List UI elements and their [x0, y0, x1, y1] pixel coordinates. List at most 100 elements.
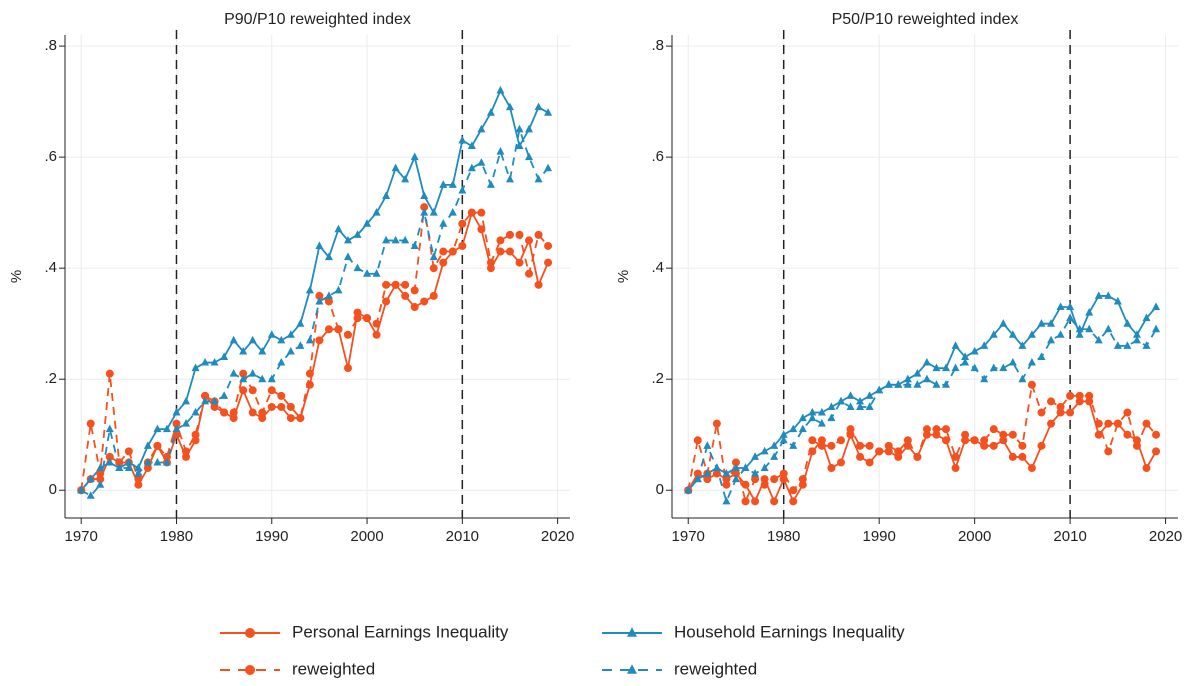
- triangle-marker: [458, 185, 467, 194]
- triangle-marker: [827, 402, 836, 410]
- circle-marker: [731, 458, 740, 467]
- triangle-marker: [448, 208, 457, 216]
- triangle-marker: [239, 374, 248, 383]
- triangle-marker: [86, 474, 95, 483]
- triangle-marker: [277, 357, 286, 366]
- circle-marker: [86, 419, 95, 428]
- triangle-marker: [1037, 352, 1046, 360]
- triangle-marker: [703, 468, 712, 477]
- triangle-marker: [258, 346, 267, 355]
- chart-title: P90/P10 reweighted index: [224, 11, 411, 28]
- circle-marker: [239, 386, 248, 395]
- triangle-marker: [324, 252, 333, 261]
- triangle-marker: [410, 152, 419, 161]
- triangle-marker: [1047, 335, 1056, 344]
- circle-marker: [429, 264, 438, 273]
- triangle-marker: [1056, 330, 1065, 338]
- circle-marker: [1008, 452, 1017, 461]
- triangle-marker: [334, 224, 343, 233]
- triangle-marker: [105, 424, 114, 433]
- circle-marker: [865, 458, 874, 467]
- triangle-marker: [372, 208, 381, 216]
- circle-marker: [1018, 452, 1027, 461]
- triangle-marker: [305, 335, 314, 344]
- circle-marker: [770, 475, 779, 484]
- circle-marker: [932, 430, 941, 439]
- triangle-marker: [115, 463, 124, 472]
- triangle-marker: [343, 252, 352, 261]
- triangle-marker: [172, 407, 181, 416]
- triangle-marker: [1047, 319, 1056, 327]
- circle-marker: [1027, 464, 1036, 473]
- triangle-marker: [277, 335, 286, 344]
- circle-marker: [817, 436, 826, 445]
- circle-marker: [401, 291, 410, 300]
- circle-marker: [1104, 419, 1113, 428]
- triangle-marker: [496, 85, 505, 94]
- panel: 0 .2 .4 .6 .8 1970 1980 1990 2000 2010 2020 P90/P10…: [8, 11, 574, 545]
- circle-marker: [846, 430, 855, 439]
- circle-marker: [1113, 419, 1122, 428]
- circle-marker: [1085, 391, 1094, 400]
- triangle-marker: [296, 341, 305, 349]
- triangle-marker: [439, 180, 448, 188]
- circle-marker: [1104, 447, 1113, 456]
- triangle-marker: [922, 357, 931, 366]
- circle-marker: [951, 452, 960, 461]
- triangle-marker: [1142, 341, 1151, 349]
- circle-marker: [741, 480, 750, 489]
- triangle-marker: [808, 407, 817, 416]
- triangle-marker: [486, 108, 495, 116]
- circle-marker: [124, 447, 133, 456]
- triangle-marker: [467, 163, 476, 172]
- triangle-marker: [124, 457, 133, 466]
- triangle-marker: [970, 363, 979, 372]
- circle-marker: [827, 441, 836, 450]
- circle-marker: [1152, 430, 1161, 439]
- x-tick-label: 2010: [446, 528, 479, 545]
- triangle-marker: [779, 430, 788, 438]
- circle-marker: [961, 430, 970, 439]
- legend-label: reweighted: [674, 659, 757, 678]
- circle-marker: [1094, 419, 1103, 428]
- triangle-marker: [1132, 335, 1141, 344]
- circle-marker: [515, 258, 524, 267]
- triangle-marker: [1027, 357, 1036, 366]
- circle-marker: [477, 225, 486, 234]
- triangle-marker: [731, 474, 740, 483]
- triangle-marker: [741, 463, 750, 472]
- x-tick-label: 2020: [1149, 528, 1182, 545]
- circle-marker: [477, 208, 486, 217]
- x-tick-label: 2000: [350, 528, 383, 545]
- triangle-marker: [420, 191, 429, 199]
- triangle-marker: [182, 419, 191, 427]
- triangle-marker: [143, 441, 152, 449]
- circle-marker: [239, 369, 248, 378]
- y-tick-label: 0: [656, 481, 664, 498]
- triangle-marker: [1113, 296, 1122, 305]
- series-line: [687, 400, 1157, 504]
- circle-marker: [970, 436, 979, 445]
- triangle-marker: [903, 380, 912, 388]
- circle-marker: [1047, 419, 1056, 428]
- triangle-marker: [1104, 291, 1113, 299]
- triangle-marker: [210, 357, 219, 366]
- circle-marker: [210, 402, 219, 411]
- triangle-marker: [942, 380, 951, 388]
- triangle-marker: [477, 124, 486, 133]
- triangle-marker: [229, 369, 238, 377]
- circle-marker: [429, 291, 438, 300]
- circle-marker: [153, 441, 162, 450]
- circle-marker: [741, 497, 750, 506]
- triangle-marker: [401, 174, 410, 183]
- triangle-marker: [770, 441, 779, 449]
- circle-marker: [182, 447, 191, 456]
- triangle-marker: [808, 413, 817, 422]
- triangle-marker: [913, 380, 922, 388]
- triangle-marker: [372, 269, 381, 277]
- triangle-marker: [286, 330, 295, 338]
- circle-marker: [458, 219, 467, 228]
- triangle-marker: [420, 208, 429, 216]
- circle-marker: [191, 436, 200, 445]
- triangle-marker: [1094, 291, 1103, 299]
